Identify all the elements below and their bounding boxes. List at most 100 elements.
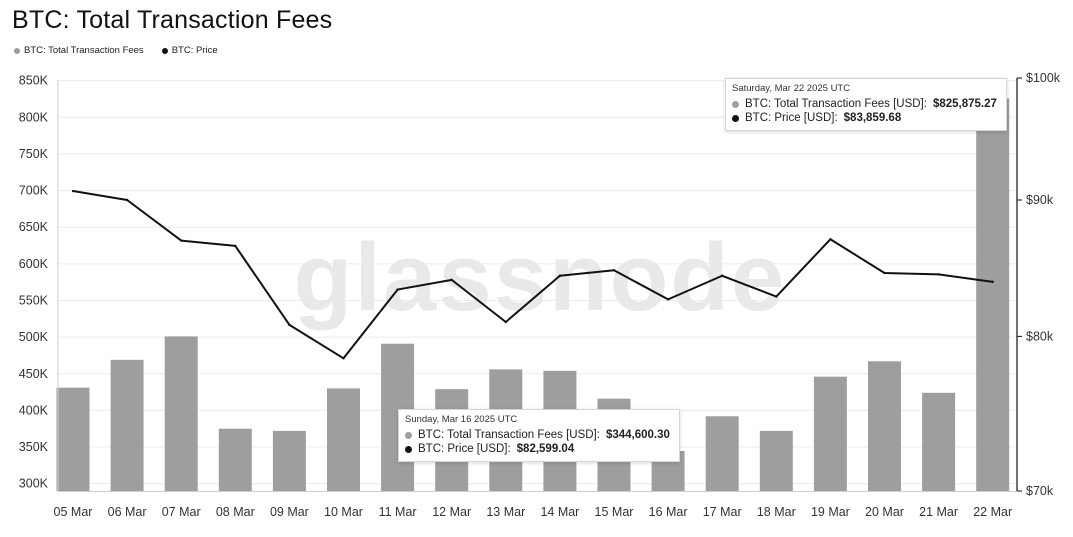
tooltip-price-dot [405, 445, 412, 453]
price-point [180, 239, 183, 242]
tooltip-fees-label: BTC: Total Transaction Fees [USD]: [745, 98, 927, 110]
x-axis: 05 Mar 06 Mar 07 Mar 08 Mar 09 Mar 10 Mar 11 M… [54, 491, 1017, 519]
fee-bar [759, 430, 793, 491]
price-point [991, 280, 994, 284]
left-axis: 300K 350K 400K 450K 500K 550K 600K 650K 700K 750K… [19, 74, 59, 491]
price-point [396, 288, 399, 291]
fee-bar [868, 361, 901, 491]
right-axis: $70k $80k $90k $100k [1016, 71, 1061, 498]
tooltip-price-value: $82,599.04 [516, 443, 575, 455]
tooltip-fees-value: $825,875.27 [932, 98, 997, 110]
x-tick-label: 17 Mar [703, 505, 742, 519]
y-right-tick-label: $90k [1026, 193, 1054, 207]
y-left-tick-label: 850K [19, 74, 49, 88]
legend-item-fees[interactable]: BTC: Total Transaction Fees [14, 45, 144, 56]
x-tick-label: 13 Mar [486, 505, 525, 519]
y-right-tick-label: $80k [1026, 329, 1054, 343]
y-left-tick-label: 350K [19, 440, 49, 454]
chart-grid [58, 80, 1016, 485]
y-left-tick-label: 300K [19, 477, 49, 491]
tooltip-mar22: Saturday, Mar 22 2025 UTC BTC: Total Tra… [725, 78, 1007, 131]
fee-bar [110, 359, 144, 491]
price-point [450, 278, 453, 282]
price-point [937, 273, 940, 276]
y-left-tick-label: 500K [19, 330, 49, 344]
price-point [342, 357, 345, 360]
price-point [71, 189, 75, 193]
x-tick-label: 21 Mar [919, 505, 958, 519]
price-point [234, 244, 237, 248]
price-point [558, 274, 562, 277]
y-left-tick-label: 650K [19, 220, 49, 234]
price-line-path [72, 190, 993, 360]
tooltip-fees-row: BTC: Total Transaction Fees [USD]: $825,… [732, 97, 997, 111]
x-tick-label: 07 Mar [162, 505, 201, 519]
tooltip-mar16: Sunday, Mar 16 2025 UTC BTC: Total Trans… [398, 409, 680, 462]
y-left-tick-label: 750K [19, 147, 49, 161]
price-point [504, 320, 507, 324]
price-point [883, 271, 886, 275]
x-tick-label: 19 Mar [811, 505, 850, 519]
tooltip-fees-label: BTC: Total Transaction Fees [USD]: [418, 429, 600, 441]
y-left-tick-label: 450K [19, 367, 49, 381]
tooltip-price-dot [732, 114, 739, 122]
price-point [666, 298, 670, 301]
fee-bar [922, 392, 956, 491]
price-point [125, 198, 129, 202]
tooltip-price-value: $83,859.68 [843, 112, 902, 124]
tooltip-fees-dot [732, 100, 739, 108]
y-left-tick-label: 400K [19, 403, 49, 417]
fee-bar [327, 388, 360, 491]
x-tick-label: 18 Mar [757, 505, 796, 519]
chart-title: BTC: Total Transaction Fees [12, 6, 333, 34]
watermark: glassnode [294, 224, 787, 331]
legend-price-dot [161, 47, 168, 54]
x-tick-label: 22 Mar [973, 505, 1012, 519]
fee-bar [705, 416, 739, 491]
tooltip-fees-row: BTC: Total Transaction Fees [USD]: $344,… [405, 428, 670, 442]
x-tick-label: 10 Mar [324, 505, 363, 519]
x-tick-label: 12 Mar [432, 505, 471, 519]
fee-bar [56, 387, 90, 491]
x-tick-label: 05 Mar [54, 505, 93, 519]
fee-bar [813, 376, 847, 491]
tooltip-price-row: BTC: Price [USD]: $83,859.68 [732, 111, 997, 125]
legend-fees-label: BTC: Total Transaction Fees [24, 45, 144, 56]
fee-bar [218, 428, 252, 491]
fee-bar [272, 430, 306, 491]
y-left-tick-label: 700K [19, 184, 49, 198]
price-point [721, 274, 724, 277]
tooltip-date: Saturday, Mar 22 2025 UTC [732, 83, 851, 94]
y-right-tick-label: $100k [1026, 71, 1061, 85]
fee-bar [976, 98, 1010, 492]
price-line [71, 189, 994, 360]
x-tick-label: 20 Mar [865, 505, 904, 519]
tooltip-fees-value: $344,600.30 [605, 429, 670, 441]
y-right-tick-label: $70k [1026, 484, 1054, 498]
x-tick-label: 11 Mar [379, 505, 417, 519]
x-tick-label: 15 Mar [595, 505, 634, 519]
y-left-tick-label: 600K [19, 257, 49, 271]
legend-fees-dot [14, 47, 20, 54]
legend-item-price[interactable]: BTC: Price [161, 45, 218, 56]
tooltip-date: Sunday, Mar 16 2025 UTC [405, 414, 518, 425]
tooltip-price-label: BTC: Price [USD]: [418, 443, 511, 455]
price-point [775, 295, 778, 298]
x-tick-label: 08 Mar [216, 505, 255, 519]
x-tick-label: 09 Mar [270, 505, 309, 519]
price-point [612, 269, 616, 272]
x-tick-label: 14 Mar [540, 505, 579, 519]
legend-price-label: BTC: Price [171, 45, 218, 56]
price-point [829, 238, 832, 241]
tooltip-price-row: BTC: Price [USD]: $82,599.04 [405, 442, 670, 456]
x-tick-label: 06 Mar [108, 505, 147, 519]
chart-legend: BTC: Total Transaction Fees BTC: Price [14, 45, 218, 56]
tooltip-fees-dot [405, 431, 412, 439]
fee-bar [164, 336, 198, 491]
y-left-tick-label: 550K [19, 293, 49, 307]
x-tick-label: 16 Mar [649, 505, 688, 519]
y-left-tick-label: 800K [19, 110, 49, 124]
tooltip-price-label: BTC: Price [USD]: [745, 112, 838, 124]
price-point [288, 323, 291, 327]
